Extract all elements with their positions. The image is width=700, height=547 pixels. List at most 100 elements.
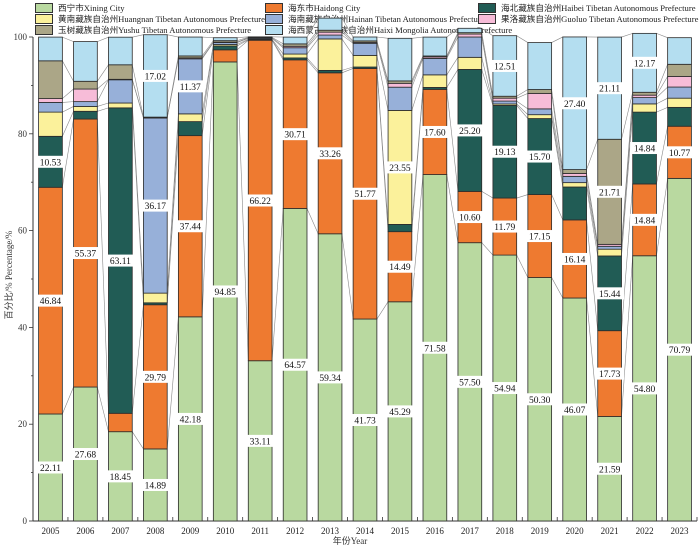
data-label: 15.70 [529, 153, 551, 163]
connector-line [167, 317, 178, 449]
bar-segment [668, 98, 692, 107]
bar-segment [39, 37, 63, 61]
bar-segment [178, 37, 202, 56]
bar-segment [563, 173, 587, 176]
bar-segment [458, 37, 482, 57]
connector-line [342, 18, 353, 37]
data-label: 55.37 [75, 250, 97, 260]
data-label: 23.55 [389, 164, 411, 174]
connector-line [517, 90, 528, 97]
data-label: 22.11 [40, 464, 61, 474]
connector-line [97, 387, 108, 432]
data-label: 37.44 [180, 223, 202, 233]
data-label: 16.14 [564, 255, 586, 265]
connector-line [62, 102, 73, 103]
bar-segment [528, 115, 552, 119]
data-label: 57.50 [459, 378, 481, 388]
connector-line [447, 89, 458, 191]
bar-segment [493, 101, 517, 104]
y-tick-label: 60 [18, 226, 28, 236]
connector-line [202, 50, 213, 136]
y-tick-label: 80 [18, 129, 28, 139]
bar-segment [39, 102, 63, 112]
connector-line [237, 62, 248, 361]
bar-segment [213, 38, 237, 41]
connector-line [656, 107, 667, 112]
bar-segment [563, 187, 587, 220]
connector-line [552, 109, 563, 176]
connector-line [377, 43, 388, 87]
bar-segment [283, 48, 307, 54]
bar-segment [39, 61, 63, 99]
connector-line [552, 115, 563, 183]
connector-line [517, 195, 528, 198]
connector-line [342, 67, 353, 70]
connector-line [97, 65, 108, 82]
bar-segment [668, 107, 692, 126]
connector-line [97, 80, 108, 102]
bar-segment [388, 83, 412, 87]
bar-segment [74, 81, 98, 89]
bar-segment [423, 58, 447, 74]
data-label: 64.57 [284, 361, 306, 371]
bar-segment [563, 176, 587, 182]
data-label: 17.15 [529, 233, 551, 243]
connector-line [132, 432, 143, 449]
bar-segment [633, 92, 657, 95]
connector-line [412, 87, 423, 224]
connector-line [377, 302, 388, 319]
connector-line [517, 93, 528, 98]
data-label: 54.80 [634, 385, 656, 395]
bar-segment [39, 112, 63, 136]
connector-line [62, 61, 73, 81]
connector-line [552, 278, 563, 298]
connector-line [132, 79, 143, 117]
connector-line [482, 191, 493, 198]
data-label: 46.84 [40, 297, 62, 307]
data-label: 42.18 [180, 415, 202, 425]
data-label: 66.22 [249, 197, 271, 207]
bar-segment [528, 93, 552, 108]
connector-line [342, 234, 353, 319]
connector-line [412, 58, 423, 87]
bar-segment [108, 37, 132, 65]
bar-segment [74, 89, 98, 102]
data-label: 18.45 [110, 473, 132, 483]
connector-line [62, 89, 73, 99]
x-axis-label: 年份Year [0, 534, 700, 547]
data-label: 12.17 [634, 59, 656, 69]
bar-segment [563, 183, 587, 187]
bar-segment [353, 55, 377, 67]
data-label: 94.85 [215, 288, 237, 298]
y-tick-label: 100 [14, 32, 28, 42]
connector-line [272, 208, 283, 360]
bar-segment [353, 43, 377, 55]
connector-line [447, 175, 458, 243]
bar-segment [108, 80, 132, 103]
bar-segment [668, 87, 692, 98]
data-label: 59.34 [319, 374, 341, 384]
bar-segment [318, 39, 342, 70]
connector-line [62, 119, 73, 187]
bar-segment [458, 57, 482, 69]
data-label: 63.11 [110, 257, 131, 267]
data-label: 11.79 [494, 223, 515, 233]
connector-line [517, 36, 528, 43]
y-tick-label: 0 [23, 516, 28, 526]
bar-segment [213, 50, 237, 62]
connector-line [377, 37, 388, 38]
bar-segment [353, 37, 377, 41]
connector-line [167, 122, 178, 303]
connector-line [132, 35, 143, 37]
connector-line [622, 184, 633, 331]
connector-line [552, 195, 563, 220]
connector-line [517, 255, 528, 277]
bar-segment [388, 224, 412, 231]
bar-segment [528, 43, 552, 90]
bar-segment [178, 122, 202, 136]
data-label: 33.11 [250, 437, 271, 447]
data-label: 10.53 [40, 158, 62, 168]
connector-line [97, 103, 108, 106]
bar-segment [458, 28, 482, 32]
bar-segment [108, 103, 132, 108]
